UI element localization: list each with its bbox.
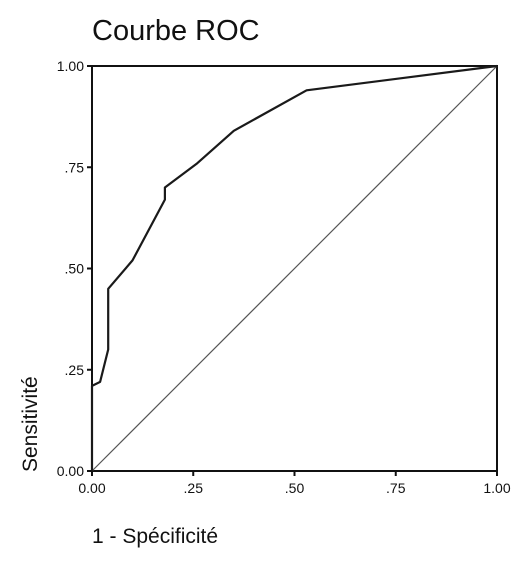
y-axis-ticks: 0.00 .25 .50 .75 1.00	[57, 58, 92, 479]
x-tick-label: .75	[386, 480, 406, 496]
roc-curve-line	[90, 64, 498, 471]
y-tick-label: 1.00	[57, 58, 84, 74]
x-tick-label: 1.00	[483, 480, 510, 496]
y-tick-label: .75	[65, 159, 85, 175]
x-axis-label: 1 - Spécificité	[92, 525, 218, 548]
y-tick-label: .50	[65, 261, 85, 277]
y-tick-label: 0.00	[57, 463, 84, 479]
chart-title: Courbe ROC	[92, 15, 260, 47]
x-tick-label: .25	[184, 480, 204, 496]
y-axis-label: Sensitivité	[19, 376, 42, 472]
x-axis-ticks: 0.00 .25 .50 .75 1.00	[78, 471, 511, 496]
x-tick-label: 0.00	[78, 480, 105, 496]
reference-diagonal-line	[91, 65, 498, 472]
y-tick-label: .25	[65, 362, 85, 378]
plot-area	[90, 64, 498, 472]
x-tick-label: .50	[285, 480, 305, 496]
